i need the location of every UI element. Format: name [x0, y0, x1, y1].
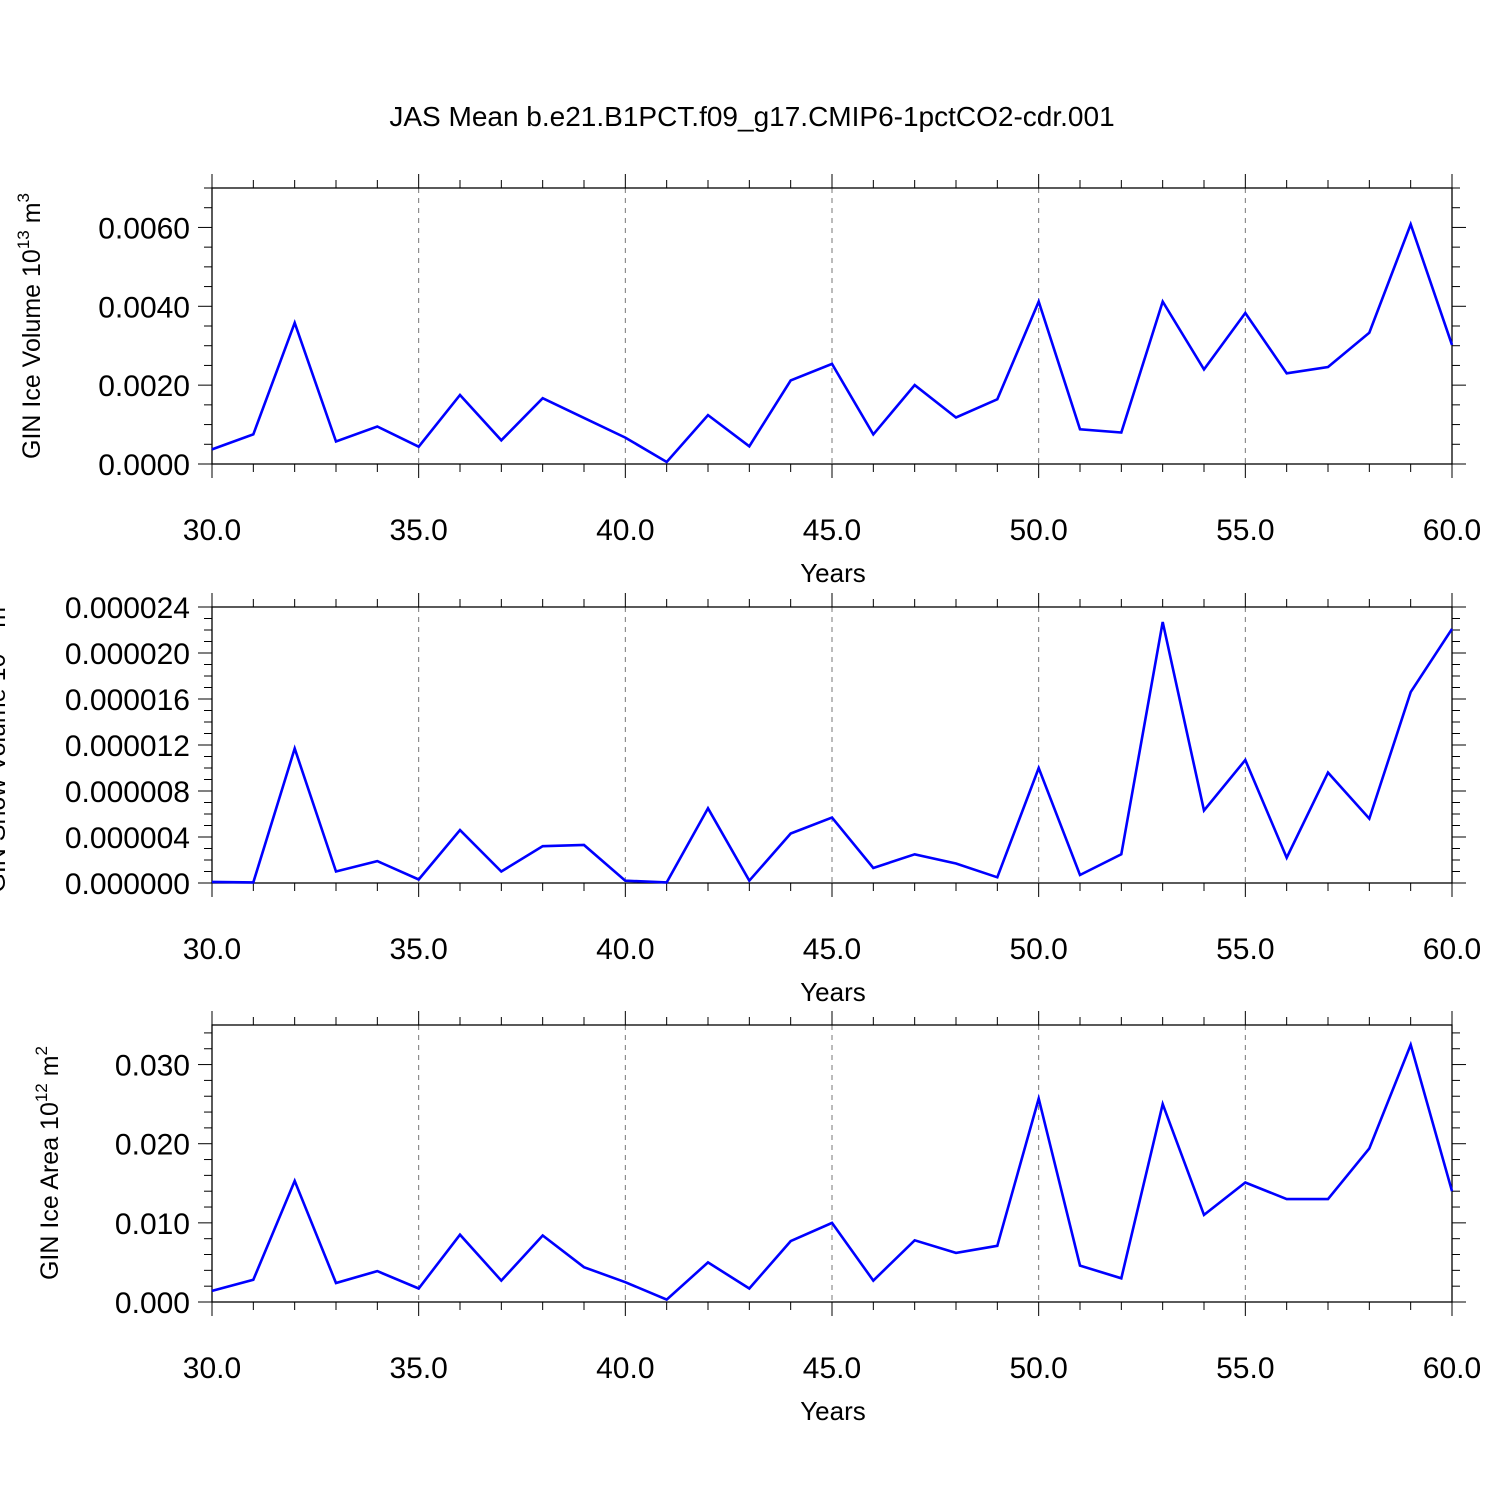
- y-tick-label: 0.030: [115, 1050, 190, 1083]
- y-tick-label: 0.000000: [65, 868, 190, 901]
- x-tick-label: 30.0: [183, 933, 241, 966]
- y-tick-label: 0.000008: [65, 776, 190, 809]
- panel-ice-area: 30.0 35.0 40.0 45.0 50.0 55.0 60.0 Years 0.000 0.…: [32, 1011, 1481, 1426]
- y-axis-title: GIN Ice Volume 1013 m3: [14, 193, 46, 459]
- x-tick-label: 40.0: [596, 514, 654, 547]
- x-tick-label: 40.0: [596, 1352, 654, 1385]
- y-axis-title-unit: m: [0, 607, 11, 635]
- series-line: [211, 220, 1454, 464]
- y-tick-label: 0.000012: [65, 730, 190, 763]
- y-tick-label: 0.000: [115, 1287, 190, 1320]
- y-tick-label: 0.0040: [98, 291, 190, 324]
- x-tick-label: 50.0: [1009, 1352, 1067, 1385]
- y-tick-label: 0.000024: [65, 592, 190, 625]
- y-axis-title-exponent: 13: [14, 230, 33, 249]
- x-axis-title: Years: [800, 1396, 866, 1426]
- series-line: [211, 621, 1454, 884]
- y-axis-title-unit-exponent: 3: [14, 193, 33, 202]
- y-tick-label: 0.010: [115, 1208, 190, 1241]
- y-tick-label: 0.0020: [98, 370, 190, 403]
- y-axis-title-text: GIN Ice Volume 10: [18, 249, 46, 459]
- x-axis-title: Years: [800, 558, 866, 588]
- x-tick-label: 55.0: [1216, 514, 1274, 547]
- x-tick-label: 45.0: [803, 514, 861, 547]
- x-tick-label: 55.0: [1216, 933, 1274, 966]
- x-tick-label: 30.0: [183, 1352, 241, 1385]
- y-tick-label: 0.020: [115, 1129, 190, 1162]
- x-tick-label: 35.0: [389, 1352, 447, 1385]
- y-axis-title: GIN Snow Volume 1013 m3: [0, 597, 11, 892]
- x-tick-label: 60.0: [1423, 1352, 1481, 1385]
- series-line: [211, 1040, 1454, 1302]
- y-tick-label: 0.000016: [65, 684, 190, 717]
- x-tick-label: 35.0: [389, 933, 447, 966]
- y-tick-label: 0.0060: [98, 212, 190, 245]
- y-tick-label: 0.000020: [65, 638, 190, 671]
- x-tick-label: 35.0: [389, 514, 447, 547]
- x-tick-label: 40.0: [596, 933, 654, 966]
- x-axis-title: Years: [800, 977, 866, 1007]
- y-tick-label: 0.0000: [98, 449, 190, 482]
- y-axis-title-text: GIN Snow Volume 10: [0, 654, 11, 893]
- figure-title: JAS Mean b.e21.B1PCT.f09_g17.CMIP6-1pctC…: [389, 101, 1114, 132]
- y-axis-title-text: GIN Ice Area 10: [36, 1102, 64, 1280]
- x-tick-label: 50.0: [1009, 933, 1067, 966]
- y-tick-label: 0.000004: [65, 822, 190, 855]
- y-axis-title-unit: m: [36, 1055, 64, 1083]
- y-axis-title-exponent: 12: [32, 1083, 51, 1102]
- y-axis-title: GIN Ice Area 1012 m2: [32, 1046, 64, 1280]
- panel-snow-volume: 30.0 35.0 40.0 45.0 50.0 55.0 60.0 Years 0.00000…: [0, 592, 1481, 1007]
- x-tick-label: 60.0: [1423, 514, 1481, 547]
- y-axis-title-unit: m: [18, 202, 46, 230]
- y-axis-title-unit-exponent: 2: [32, 1046, 51, 1055]
- x-tick-label: 30.0: [183, 514, 241, 547]
- x-tick-label: 60.0: [1423, 933, 1481, 966]
- panel-ice-volume: 30.0 35.0 40.0 45.0 50.0 55.0 60.0 Years 0.0000 0…: [14, 174, 1481, 588]
- x-tick-label: 45.0: [803, 1352, 861, 1385]
- x-tick-label: 55.0: [1216, 1352, 1274, 1385]
- x-tick-label: 45.0: [803, 933, 861, 966]
- x-tick-label: 50.0: [1009, 514, 1067, 547]
